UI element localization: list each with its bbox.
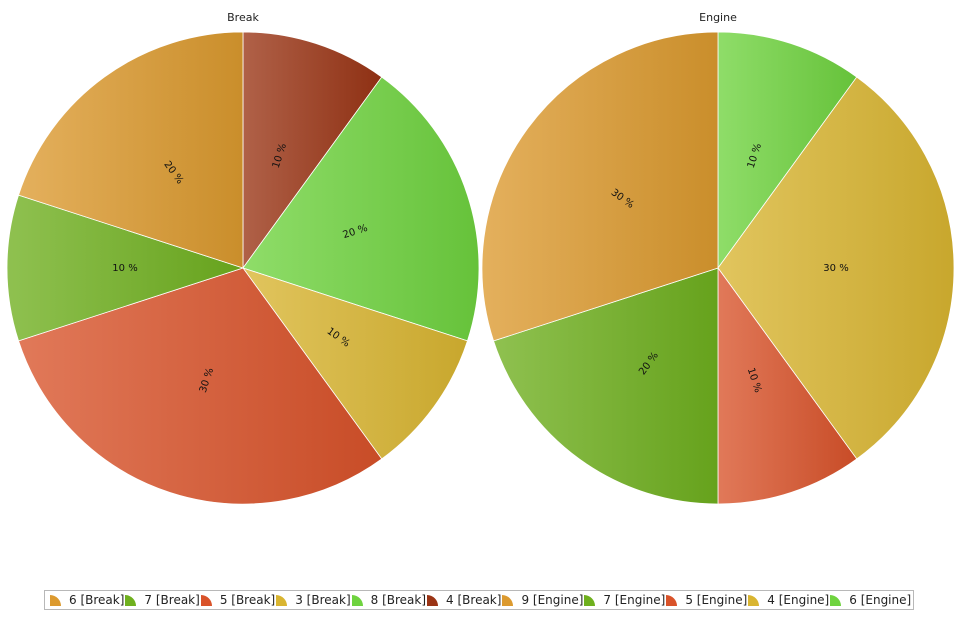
- legend-label: 6 [Engine]: [849, 593, 912, 607]
- pie-chart-break: Break 10 %20 %10 %30 %10 %20 %: [6, 11, 480, 505]
- legend-label: 7 [Break]: [144, 593, 200, 607]
- slice-label-engine-4: 30 %: [823, 263, 848, 274]
- pie-slice-break-3: [241, 267, 468, 460]
- chart-title-engine: Engine: [699, 11, 737, 24]
- legend-item[interactable]: 6 [Break]: [49, 593, 124, 607]
- pie-slice-break-5: [18, 267, 383, 505]
- pie-slice-engine-9: [481, 31, 719, 342]
- legend-swatch-icon: [502, 594, 514, 606]
- chart-title-break: Break: [227, 11, 259, 24]
- legend-swatch-icon: [351, 594, 363, 606]
- legend-swatch-icon: [666, 594, 678, 606]
- legend-swatch-icon: [125, 594, 137, 606]
- legend-label: 6 [Break]: [69, 593, 125, 607]
- pie-slice-engine-4: [717, 76, 955, 460]
- pie-slice-break-4: [242, 31, 383, 270]
- pie-slice-engine-6: [717, 31, 858, 270]
- legend-item[interactable]: 7 [Break]: [124, 593, 200, 607]
- legend-swatch-icon: [748, 594, 760, 606]
- pie-slice-break-8: [242, 76, 480, 342]
- legend-label: 4 [Engine]: [767, 593, 830, 607]
- pie-slice-engine-5: [717, 266, 858, 505]
- legend-item[interactable]: 5 [Break]: [200, 593, 275, 607]
- legend-swatch-icon: [427, 594, 439, 606]
- legend-label: 4 [Break]: [446, 593, 502, 607]
- legend-swatch-icon: [830, 594, 842, 606]
- legend-label: 3 [Break]: [295, 593, 351, 607]
- legend-item[interactable]: 4 [Break]: [426, 593, 501, 607]
- legend-item[interactable]: 7 [Engine]: [583, 593, 665, 607]
- legend-swatch-icon: [276, 594, 288, 606]
- legend-item[interactable]: 9 [Engine]: [501, 593, 583, 607]
- pie-slice-engine-7: [493, 267, 719, 505]
- legend-swatch-icon: [200, 594, 212, 606]
- pie-charts: Break 10 %20 %10 %30 %10 %20 % Engine 10…: [6, 11, 955, 505]
- legend-swatch-icon: [584, 594, 596, 606]
- legend-label: 8 [Break]: [370, 593, 427, 607]
- pie-slice-break-6: [18, 31, 244, 269]
- pie-slice-break-7: [6, 194, 245, 342]
- legend-label: 9 [Engine]: [521, 593, 584, 607]
- slice-label-break-7: 10 %: [112, 263, 137, 274]
- legend-item[interactable]: 5 [Engine]: [665, 593, 747, 607]
- legend-label: 5 [Engine]: [685, 593, 748, 607]
- legend-swatch-icon: [50, 594, 61, 606]
- legend-label: 7 [Engine]: [603, 593, 666, 607]
- legend-item[interactable]: 4 [Engine]: [747, 593, 829, 607]
- legend-label: 5 [Break]: [219, 593, 276, 607]
- legend-item[interactable]: 6 [Engine]: [829, 593, 911, 607]
- pie-chart-engine: Engine 10 %30 %10 %20 %30 %: [481, 11, 955, 505]
- legend-item[interactable]: 3 [Break]: [275, 593, 351, 607]
- legend-item[interactable]: 8 [Break]: [351, 593, 426, 607]
- chart-legend: 6 [Break] 7 [Break] 5 [Break] 3 [Break] 8 [B…: [44, 590, 914, 610]
